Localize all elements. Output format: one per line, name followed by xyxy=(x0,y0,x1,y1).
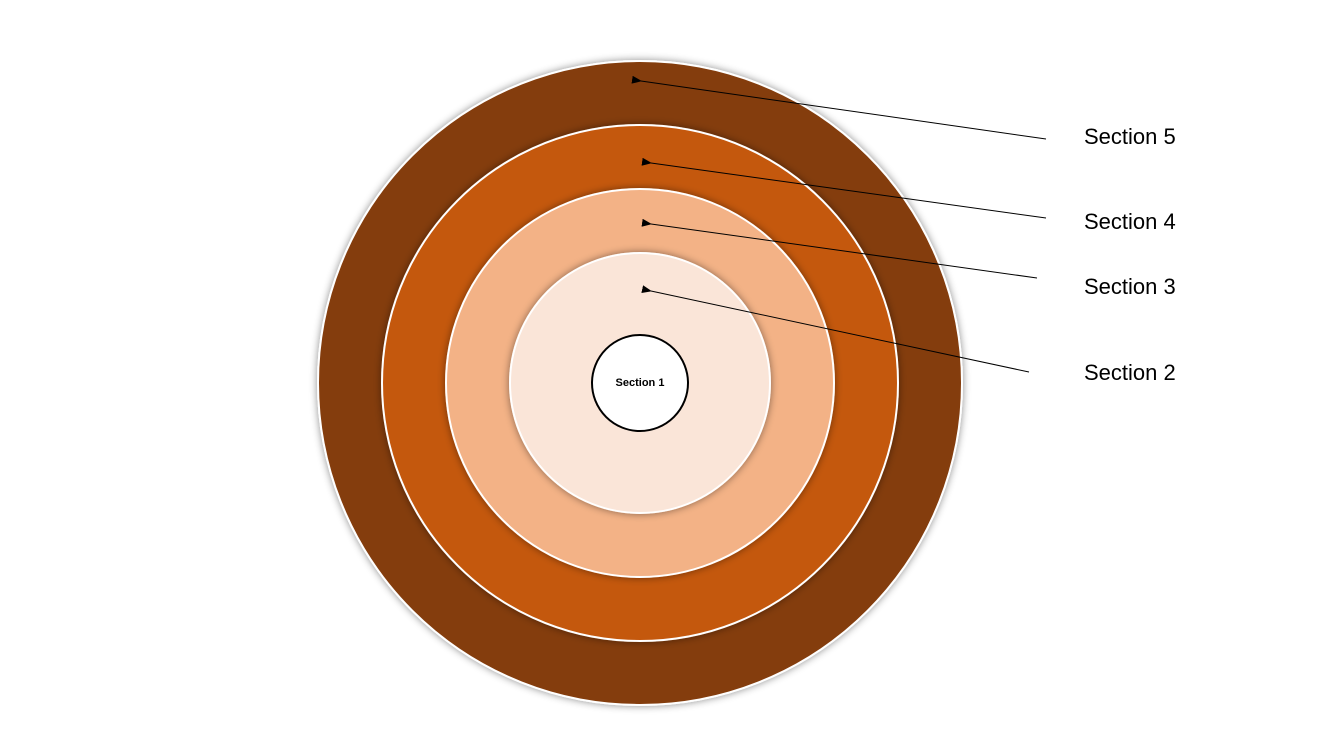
section-3-label: Section 3 xyxy=(1084,274,1176,299)
section-3-arrow xyxy=(641,218,1038,279)
section-5-arrow xyxy=(631,75,1047,140)
section-4-arrow xyxy=(641,157,1047,219)
section-2-arrow xyxy=(641,285,1030,373)
section-2-label: Section 2 xyxy=(1084,360,1176,385)
section-1-label: Section 1 xyxy=(616,377,665,389)
section-5-label: Section 5 xyxy=(1084,124,1176,149)
section-4-label: Section 4 xyxy=(1084,209,1176,234)
section-1-circle xyxy=(591,334,689,432)
